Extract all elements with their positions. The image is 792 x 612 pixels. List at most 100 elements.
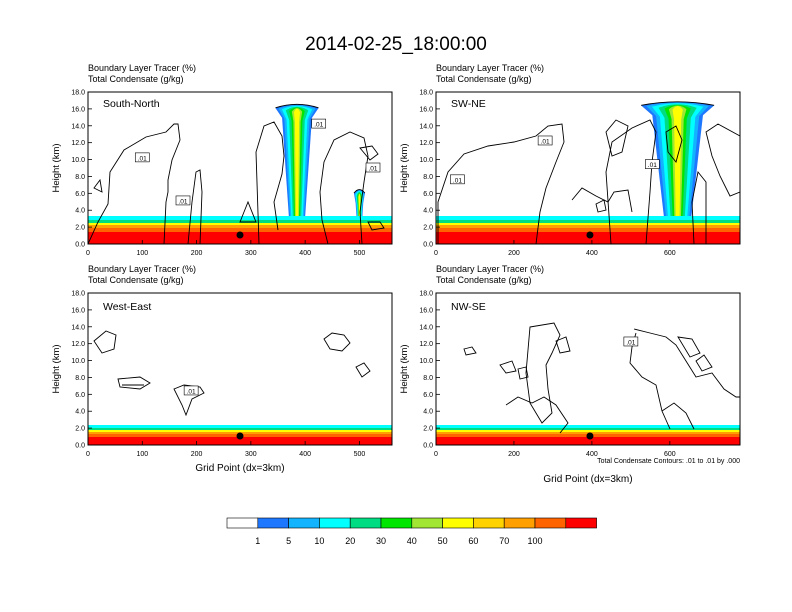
y-tick-label: 16.0 bbox=[71, 307, 85, 314]
colorbar-swatch bbox=[411, 517, 443, 529]
x-tick-label: 600 bbox=[664, 250, 676, 257]
plot-area: .01 bbox=[436, 322, 740, 445]
contour-label: .01 bbox=[311, 118, 327, 129]
y-axis-label: Height (km) bbox=[51, 143, 62, 192]
y-tick-label: 6.0 bbox=[423, 392, 433, 399]
y-tick-label: 4.0 bbox=[75, 208, 85, 215]
colorbar-label: 60 bbox=[468, 536, 478, 546]
contour-label: .01 bbox=[623, 336, 639, 346]
colorbar-swatch bbox=[503, 517, 536, 529]
panel-header-line1: Boundary Layer Tracer (%) bbox=[436, 63, 544, 73]
colorbar-swatch bbox=[473, 517, 505, 529]
panel-nw-se: Boundary Layer Tracer (%) Total Condensa… bbox=[399, 264, 741, 485]
colorbar-swatch bbox=[565, 517, 597, 529]
svg-text:.01: .01 bbox=[187, 388, 196, 395]
boundary-layer-band bbox=[88, 216, 392, 244]
y-tick-label: 18.0 bbox=[419, 90, 433, 97]
y-tick-label: 18.0 bbox=[419, 291, 433, 298]
colorbar-swatch bbox=[288, 517, 320, 529]
colorbar-label: 20 bbox=[345, 536, 355, 546]
svg-text:.01: .01 bbox=[314, 122, 323, 129]
x-tick-label: 100 bbox=[136, 451, 148, 458]
x-tick-label: 200 bbox=[508, 250, 520, 257]
svg-text:.01: .01 bbox=[453, 177, 462, 184]
panel-header-line2: Total Condensate (g/kg) bbox=[436, 74, 532, 84]
panel-sw-ne: Boundary Layer Tracer (%) Total Condensa… bbox=[399, 63, 741, 257]
y-tick-label: 4.0 bbox=[423, 409, 433, 416]
y-tick-label: 14.0 bbox=[71, 123, 85, 130]
colorbar-label: 5 bbox=[286, 536, 291, 546]
x-tick-label: 200 bbox=[191, 451, 203, 458]
convective-plume bbox=[640, 101, 715, 238]
y-tick-label: 16.0 bbox=[71, 106, 85, 113]
x-tick-label: 600 bbox=[664, 451, 676, 458]
y-tick-label: 6.0 bbox=[423, 191, 433, 198]
x-tick-label: 200 bbox=[508, 451, 520, 458]
figure-title: 2014-02-25_18:00:00 bbox=[305, 34, 487, 55]
svg-text:.01: .01 bbox=[648, 162, 657, 169]
y-tick-label: 18.0 bbox=[71, 90, 85, 97]
y-tick-label: 18.0 bbox=[71, 291, 85, 298]
svg-text:.01: .01 bbox=[368, 166, 377, 173]
colorbar-swatch bbox=[226, 517, 259, 529]
plot-area: .01 bbox=[88, 330, 392, 445]
colorbar-swatch bbox=[349, 517, 382, 529]
plot-frame bbox=[87, 292, 393, 446]
y-tick-label: 10.0 bbox=[419, 157, 433, 164]
panel-label: SW-NE bbox=[451, 98, 486, 110]
svg-text:.01: .01 bbox=[626, 339, 635, 346]
panel-label: West-East bbox=[103, 301, 151, 313]
y-tick-label: 16.0 bbox=[419, 106, 433, 113]
y-tick-label: 0.0 bbox=[423, 242, 433, 249]
y-tick-label: 12.0 bbox=[419, 140, 433, 147]
x-tick-label: 100 bbox=[136, 250, 148, 257]
y-tick-label: 10.0 bbox=[419, 358, 433, 365]
contour-label: .01 bbox=[450, 174, 465, 184]
plot-frame bbox=[87, 91, 393, 245]
convective-plume bbox=[275, 103, 319, 238]
x-tick-label: 0 bbox=[434, 451, 438, 458]
panel-header-line2: Total Condensate (g/kg) bbox=[436, 275, 532, 285]
contour-label: .01 bbox=[134, 152, 150, 162]
panel-label: NW-SE bbox=[451, 301, 486, 313]
x-axis-label: Grid Point (dx=3km) bbox=[543, 474, 632, 485]
condensate-contours bbox=[93, 330, 371, 417]
y-tick-label: 10.0 bbox=[71, 358, 85, 365]
colorbar-label: 30 bbox=[376, 536, 386, 546]
x-tick-label: 400 bbox=[299, 451, 311, 458]
y-tick-label: 14.0 bbox=[419, 324, 433, 331]
x-tick-label: 500 bbox=[354, 250, 366, 257]
x-tick-label: 400 bbox=[586, 250, 598, 257]
x-tick-label: 400 bbox=[586, 451, 598, 458]
contour-label: .01 bbox=[537, 135, 553, 145]
panel-header-line1: Boundary Layer Tracer (%) bbox=[436, 264, 544, 274]
colorbar-swatch bbox=[380, 517, 413, 529]
colorbar-label: 50 bbox=[438, 536, 448, 546]
y-tick-label: 10.0 bbox=[71, 157, 85, 164]
contour-label: .01 bbox=[175, 195, 191, 205]
colorbar: 1 5 10 20 30 40 50 60 70 100 bbox=[226, 517, 597, 546]
y-axis-label: Height (km) bbox=[51, 344, 62, 393]
y-tick-label: 2.0 bbox=[75, 426, 85, 433]
panel-label: South-North bbox=[103, 98, 160, 110]
x-tick-label: 300 bbox=[245, 250, 257, 257]
colorbar-label: 70 bbox=[499, 536, 509, 546]
x-tick-label: 400 bbox=[299, 250, 311, 257]
y-tick-label: 12.0 bbox=[71, 341, 85, 348]
condensate-contours bbox=[437, 119, 740, 244]
y-tick-label: 14.0 bbox=[71, 324, 85, 331]
panel-header-line1: Boundary Layer Tracer (%) bbox=[88, 264, 196, 274]
x-tick-label: 0 bbox=[434, 250, 438, 257]
y-tick-label: 14.0 bbox=[419, 123, 433, 130]
condensate-contours bbox=[88, 121, 385, 244]
site-marker bbox=[586, 231, 594, 239]
y-tick-label: 12.0 bbox=[71, 140, 85, 147]
svg-text:.01: .01 bbox=[178, 198, 187, 205]
panel-west-east: Boundary Layer Tracer (%) Total Condensa… bbox=[51, 264, 393, 474]
panel-header-line2: Total Condensate (g/kg) bbox=[88, 74, 184, 84]
plot-frame bbox=[435, 292, 741, 446]
y-tick-label: 8.0 bbox=[75, 174, 85, 181]
colorbar-label: 40 bbox=[407, 536, 417, 546]
plot-area: .01 .01 .01 bbox=[436, 101, 740, 244]
svg-text:.01: .01 bbox=[541, 138, 550, 145]
